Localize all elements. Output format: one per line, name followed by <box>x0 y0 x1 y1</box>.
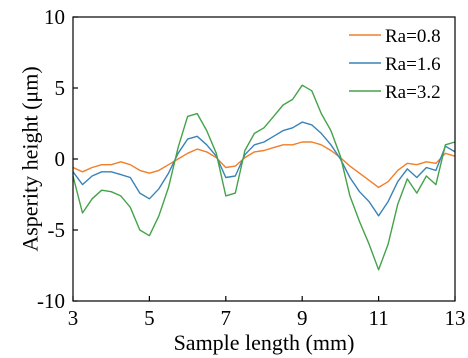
legend-label: Ra=1.6 <box>385 54 441 75</box>
legend: Ra=0.8 Ra=1.6 Ra=3.2 <box>349 26 441 103</box>
series-line-2 <box>72 121 456 217</box>
legend-label: Ra=3.2 <box>385 82 441 103</box>
x-tick-label: 9 <box>297 306 308 330</box>
series-line-1 <box>72 141 456 189</box>
series-layer <box>72 84 456 271</box>
x-tick-label: 13 <box>445 306 466 330</box>
x-tick-label: 5 <box>144 306 155 330</box>
legend-label: Ra=0.8 <box>385 26 441 47</box>
y-axis-title: Asperity height (μm) <box>18 66 43 251</box>
series-line-3 <box>72 84 456 271</box>
ticks-layer: 3 5 7 9 11 13 -10 -5 0 5 10 <box>37 5 466 330</box>
y-tick-label: 10 <box>44 5 65 29</box>
y-tick-label: -5 <box>48 218 66 242</box>
y-tick-label: 5 <box>55 76 66 100</box>
x-tick-label: 11 <box>368 306 388 330</box>
y-tick-label: -10 <box>37 289 65 313</box>
x-axis-title: Sample length (mm) <box>174 330 355 355</box>
x-tick-label: 3 <box>68 306 79 330</box>
y-tick-label: 0 <box>55 147 66 171</box>
x-tick-label: 7 <box>221 306 232 330</box>
